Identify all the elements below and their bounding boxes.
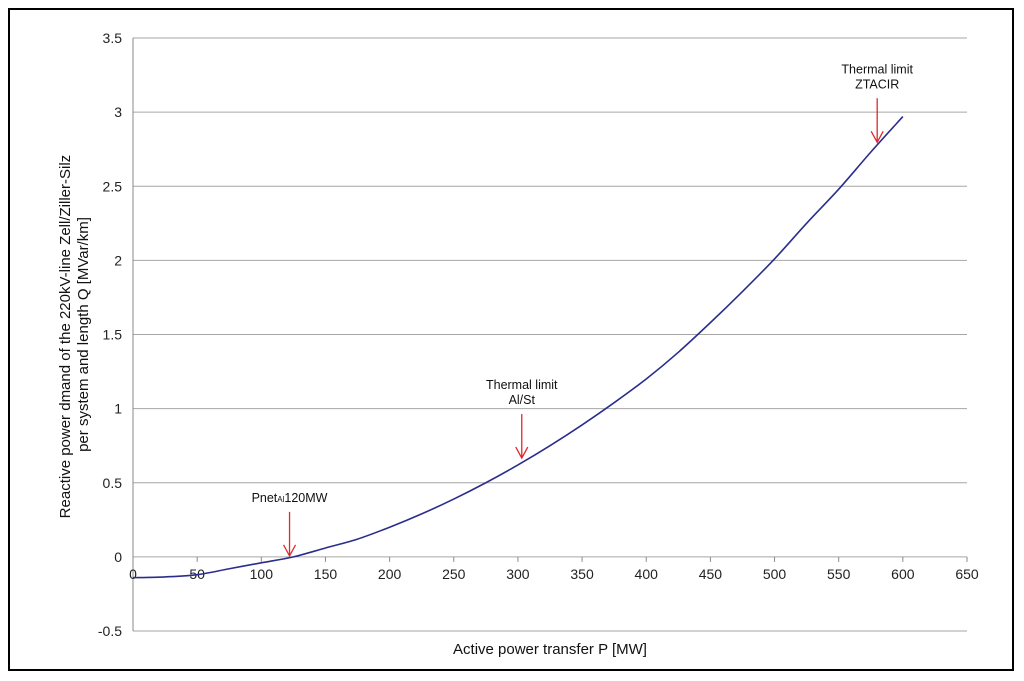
y-tick-label: 0	[114, 549, 122, 565]
y-tick-label: 2	[114, 252, 122, 268]
annotation-text: Thermal limit	[841, 62, 913, 76]
axis-labels: Active power transfer P [MW] Reactive po…	[57, 151, 647, 658]
y-axis-title-line-2: per system and length Q [MVar/km]	[75, 217, 92, 452]
x-axis-title: Active power transfer P [MW]	[453, 641, 647, 658]
x-tick-label: 500	[763, 566, 787, 582]
series-layer	[132, 116, 904, 579]
x-tick-label: 450	[699, 566, 723, 582]
annotation-text: PnetAl120MW	[252, 491, 328, 505]
y-tick-label: 2.5	[103, 178, 123, 194]
annotation-text-rest: 120MW	[284, 491, 327, 505]
annotation-text: Thermal limit	[486, 378, 558, 392]
annotation-text: ZTACIR	[855, 77, 899, 91]
x-tick-label: 600	[891, 566, 915, 582]
y-tick-label: 3	[114, 104, 122, 120]
y-tick-label: -0.5	[98, 623, 122, 639]
x-tick-label: 0	[129, 566, 137, 582]
x-tick-label: 100	[250, 566, 274, 582]
y-tick-label: 0.5	[103, 475, 123, 491]
x-tick-label: 650	[955, 566, 979, 582]
annotation-text: Al/St	[509, 393, 536, 407]
annotation-text-main: Pnet	[252, 491, 278, 505]
x-tick-label: 200	[378, 566, 402, 582]
annotation-text-subscript: Al	[277, 495, 284, 504]
y-tick-label: 1.5	[103, 327, 123, 343]
y-tick-label: 1	[114, 401, 122, 417]
y-axis-title-line-1: Reactive power dmand of the 220kV-line Z…	[57, 155, 74, 519]
gridlines	[133, 37, 967, 632]
chart-frame	[8, 8, 1014, 671]
x-tick-label: 250	[442, 566, 466, 582]
axes: -0.500.511.522.533.50 50 100 150 200 250 300 35…	[98, 30, 979, 639]
annotation-arrow-head	[282, 544, 297, 558]
y-tick-label: 3.5	[103, 30, 123, 46]
x-tick-label: 350	[570, 566, 594, 582]
x-tick-label: 300	[506, 566, 530, 582]
y-axis-title: Reactive power dmand of the 220kV-line Z…	[57, 151, 92, 519]
x-tick-label: 400	[635, 566, 659, 582]
x-tick-label: 550	[827, 566, 851, 582]
series-line	[132, 116, 904, 579]
annotation-arrow-head	[515, 446, 529, 460]
x-tick-label: 150	[314, 566, 338, 582]
annotation-arrow-head	[870, 130, 884, 144]
